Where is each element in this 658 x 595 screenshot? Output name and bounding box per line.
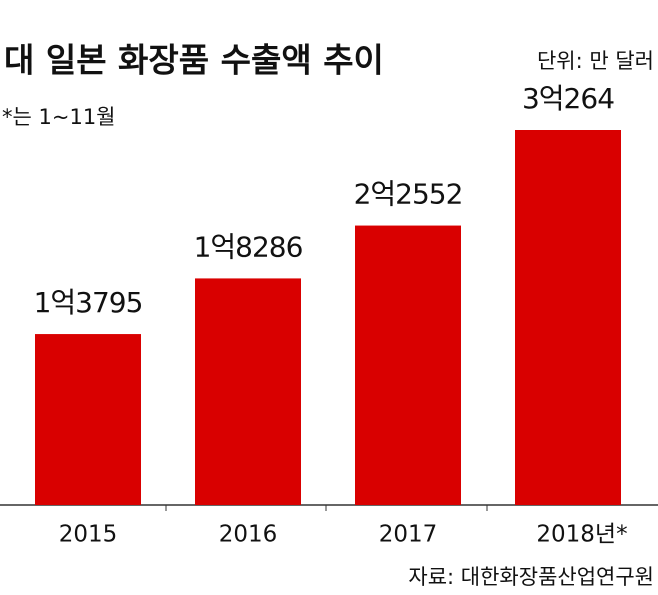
value-label: 1억8286 [194,230,303,263]
value-label: 2억2552 [354,178,463,211]
bar [515,130,621,505]
value-label: 1억3795 [34,286,143,319]
bar [195,278,301,505]
x-tick-label: 2017 [379,522,438,548]
x-tick-label: 2015 [59,522,118,548]
x-tick-label: 2016 [219,522,278,548]
value-label: 3억264 [522,82,614,115]
note: *는 1~11월 [2,105,116,129]
x-tick-label: 2018년* [536,522,627,548]
unit-label: 단위: 만 달러 [537,49,654,73]
source: 자료: 대한화장품산업연구원 [408,565,654,589]
bar [35,334,141,505]
chart-title: 대 일본 화장품 수출액 추이 [4,41,384,80]
bar [355,225,461,505]
